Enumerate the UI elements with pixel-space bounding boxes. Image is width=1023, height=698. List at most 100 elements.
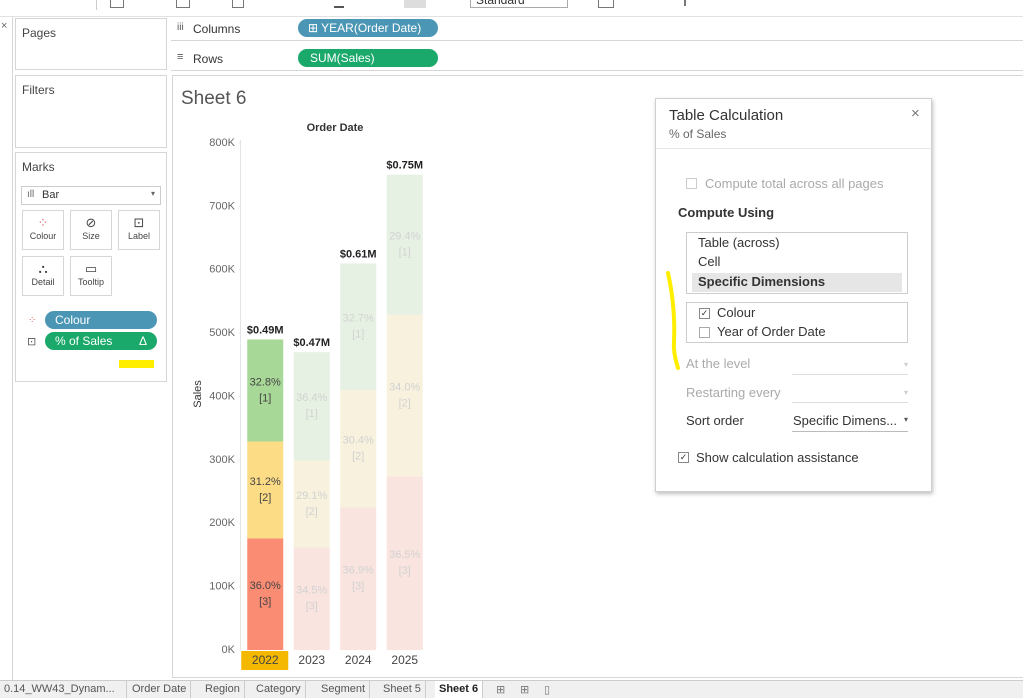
active-sheet-tab[interactable]: Sheet 6	[435, 681, 484, 698]
list-option[interactable]: Cell	[698, 254, 721, 269]
field-label: Restarting every	[686, 385, 781, 400]
sheet-tab[interactable]: Segment	[317, 681, 371, 698]
columns-shelf[interactable]: iii Columns ⊞ YEAR(Order Date)	[171, 17, 1023, 41]
list-option: Specific Dimensions	[698, 274, 826, 289]
dialog-title: Table Calculation	[669, 107, 784, 124]
bar-segment	[340, 263, 377, 391]
y-tick-label: 700K	[209, 200, 235, 212]
bar-segment	[386, 174, 423, 315]
sheet-view: Sheet 6	[172, 75, 1023, 678]
section-heading: Compute Using	[678, 205, 775, 220]
shelf-label: Columns	[193, 22, 241, 36]
card-title: Marks	[22, 160, 55, 174]
toolbar-icon[interactable]	[404, 0, 426, 8]
close-icon[interactable]: ×	[1, 20, 8, 32]
dropdown-underline[interactable]: ▾	[792, 360, 908, 375]
toolbar-icon[interactable]	[684, 0, 686, 6]
y-tick-label: 300K	[209, 454, 235, 466]
toolbar-icon[interactable]	[110, 0, 124, 8]
button-label: Label	[127, 231, 151, 241]
sheet-tab[interactable]: Order Date	[128, 681, 192, 698]
label-button[interactable]: ⊡ Label	[118, 210, 160, 250]
fit-dropdown[interactable]: Standard	[470, 0, 568, 8]
dropdown-value: Specific Dimens...	[793, 413, 898, 428]
expand-icon: ⊞	[308, 21, 322, 35]
dropdown-arrow: ▾	[150, 189, 155, 198]
rows-pill[interactable]: SUM(Sales)	[298, 49, 438, 67]
shelf-label: Rows	[193, 52, 224, 66]
new-dashboard-icon[interactable]: ⊞	[520, 684, 530, 696]
dropdown-arrow: ▾	[903, 415, 908, 424]
sheet-tab[interactable]: 0.14_WW43_Dynam...	[0, 681, 127, 698]
table-calculation-dialog: Table Calculation % of Sales × Compute t…	[655, 98, 932, 492]
segment-percent-label: 34.0%	[389, 381, 420, 393]
button-label: Detail	[31, 277, 55, 287]
new-sheet-icon[interactable]: ⊞	[496, 684, 506, 696]
list-option[interactable]: Table (across)	[698, 235, 780, 250]
segment-percent-label: 29.1%	[296, 490, 327, 502]
sheet-tab[interactable]: Category	[252, 681, 306, 698]
total-label: $0.61M	[340, 248, 377, 260]
segment-percent-label: 34.5%	[296, 585, 327, 597]
total-label: $0.75M	[386, 160, 423, 172]
marks-card: Marks ıll Bar ▾ ⁘ Colour ⊘ Size ⊡ Label ⛬ De…	[15, 152, 167, 382]
field-label: Sort order	[686, 413, 744, 428]
segment-index-label: [3]	[399, 565, 411, 577]
segment-index-label: [1]	[259, 392, 271, 404]
mark-type: Bar	[42, 189, 60, 201]
segment-percent-label: 36.4%	[296, 392, 327, 404]
dimension-option: Colour	[717, 305, 756, 320]
highlight-annotation	[119, 360, 154, 368]
sort-dropdown[interactable]: Specific Dimens... ▾	[792, 413, 908, 432]
toolbar-icon[interactable]	[176, 0, 190, 8]
checkbox[interactable]	[686, 178, 697, 189]
checkbox-checked[interactable]: ✓	[678, 452, 689, 463]
dropdown-underline[interactable]: ▾	[792, 388, 908, 403]
columns-pill[interactable]: ⊞ YEAR(Order Date)	[298, 19, 438, 37]
annotation-layer	[666, 271, 680, 370]
toolbar-icon[interactable]	[598, 0, 614, 8]
sheet-tabs: 0.14_WW43_Dynam... Order Date Region Cat…	[0, 680, 1023, 698]
tooltip-button[interactable]: ▭ Tooltip	[70, 256, 112, 296]
x-tick-label: 2024	[345, 653, 372, 667]
bar-segment	[340, 390, 377, 508]
mark-type-dropdown[interactable]: ıll Bar ▾	[21, 186, 161, 205]
segment-percent-label: 36.5%	[389, 549, 420, 561]
checkbox[interactable]	[699, 327, 710, 338]
bar-segment	[386, 476, 423, 650]
y-tick-label: 200K	[209, 517, 235, 529]
colour-pill[interactable]: Colour	[45, 311, 157, 329]
rows-shelf[interactable]: ≡ Rows SUM(Sales)	[171, 47, 1023, 71]
segment-index-label: [2]	[259, 492, 271, 504]
toolbar-icon[interactable]	[232, 0, 244, 8]
card-title: Pages	[22, 26, 57, 40]
segment-percent-label: 29.4%	[389, 231, 420, 243]
close-button[interactable]: ×	[911, 105, 920, 122]
segment-percent-label: 32.7%	[343, 313, 374, 325]
sheet-tab[interactable]: Region	[201, 681, 245, 698]
x-tick-label: 2025	[391, 653, 418, 667]
new-story-icon[interactable]: ▯	[544, 684, 551, 696]
size-button[interactable]: ⊘ Size	[70, 210, 112, 250]
bar-icon: ıll	[27, 189, 35, 200]
toolbar-icon[interactable]	[334, 0, 344, 8]
segment-percent-label: 30.4%	[343, 435, 374, 447]
segment-index-label: [3]	[259, 596, 271, 608]
selected-option[interactable]: Specific Dimensions	[692, 273, 902, 292]
pages-card[interactable]: Pages	[15, 18, 167, 70]
colour-button[interactable]: ⁘ Colour	[22, 210, 64, 250]
detail-button[interactable]: ⛬ Detail	[22, 256, 64, 296]
separator	[656, 148, 931, 149]
filters-card[interactable]: Filters	[15, 75, 167, 148]
columns-icon: iii	[177, 22, 184, 33]
chart-header: Order Date	[307, 122, 364, 134]
compute-using-list: Table (across) Cell Specific Dimensions	[686, 232, 908, 294]
checkbox-checked[interactable]: ✓	[699, 308, 710, 319]
data-pane-collapsed: ×	[0, 17, 13, 680]
percent-sales-pill[interactable]: % of Sales Δ	[45, 332, 157, 350]
dialog-subtitle: % of Sales	[669, 127, 727, 141]
field-label: At the level	[686, 356, 751, 371]
sheet-tab[interactable]: Sheet 5	[379, 681, 426, 698]
checkbox-label: Show calculation assistance	[696, 450, 859, 465]
